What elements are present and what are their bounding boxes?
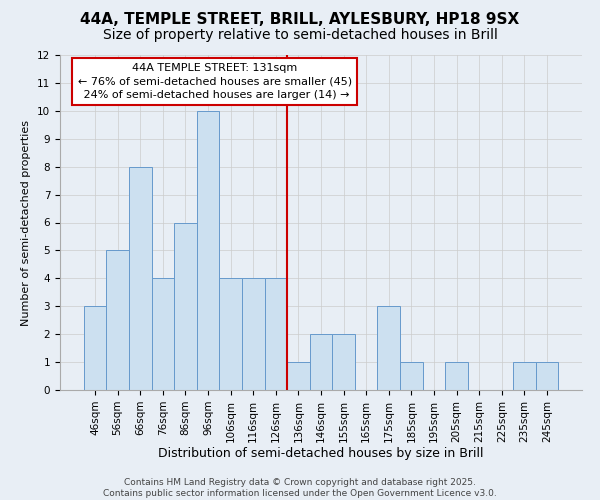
Bar xyxy=(536,362,558,390)
Bar xyxy=(265,278,287,390)
Bar xyxy=(106,250,129,390)
Bar xyxy=(400,362,422,390)
Bar xyxy=(513,362,536,390)
Bar xyxy=(445,362,468,390)
Text: 44A, TEMPLE STREET, BRILL, AYLESBURY, HP18 9SX: 44A, TEMPLE STREET, BRILL, AYLESBURY, HP… xyxy=(80,12,520,28)
Bar xyxy=(242,278,265,390)
Text: Contains HM Land Registry data © Crown copyright and database right 2025.
Contai: Contains HM Land Registry data © Crown c… xyxy=(103,478,497,498)
Bar xyxy=(220,278,242,390)
Bar xyxy=(197,111,220,390)
Bar xyxy=(377,306,400,390)
Y-axis label: Number of semi-detached properties: Number of semi-detached properties xyxy=(22,120,31,326)
Text: Size of property relative to semi-detached houses in Brill: Size of property relative to semi-detach… xyxy=(103,28,497,42)
X-axis label: Distribution of semi-detached houses by size in Brill: Distribution of semi-detached houses by … xyxy=(158,448,484,460)
Bar xyxy=(310,334,332,390)
Bar xyxy=(129,166,152,390)
Bar xyxy=(287,362,310,390)
Text: 44A TEMPLE STREET: 131sqm
← 76% of semi-detached houses are smaller (45)
 24% of: 44A TEMPLE STREET: 131sqm ← 76% of semi-… xyxy=(78,64,352,100)
Bar xyxy=(152,278,174,390)
Bar xyxy=(84,306,106,390)
Bar xyxy=(174,222,197,390)
Bar xyxy=(332,334,355,390)
